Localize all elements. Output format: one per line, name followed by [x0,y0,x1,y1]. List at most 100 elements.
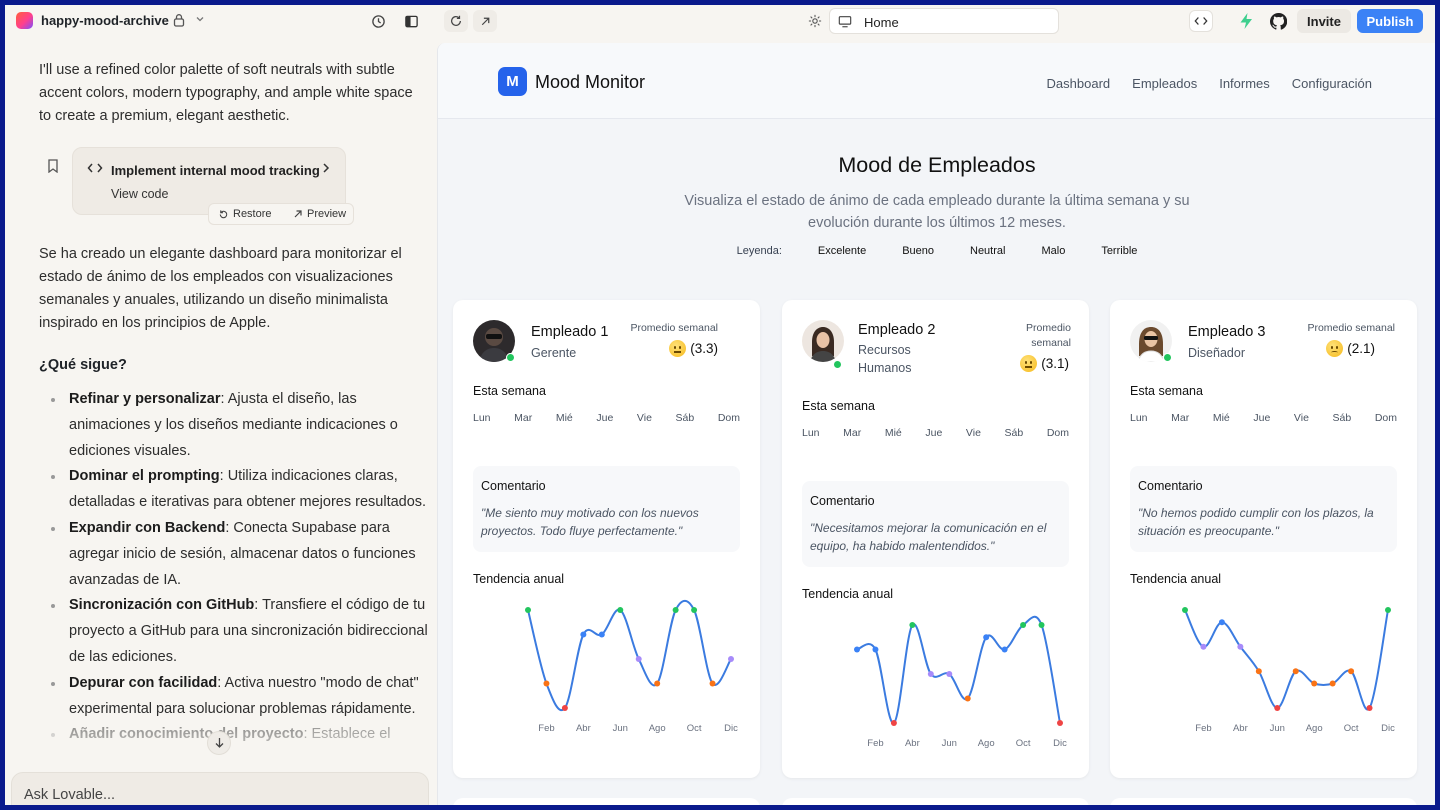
week-title: Esta semana [802,399,875,413]
next-step-item: Sincronización con GitHub: Transfiere el… [39,593,431,670]
trend-point[interactable] [709,680,716,687]
trend-point[interactable] [872,646,879,653]
weekly-average-label: Promedio semanal [1026,322,1071,349]
trend-point[interactable] [728,656,734,662]
arrow-down-icon [215,738,223,748]
trend-point[interactable] [654,680,661,687]
publish-button[interactable]: Publish [1357,9,1423,33]
trend-point[interactable] [983,634,990,641]
refresh-icon[interactable] [444,10,468,32]
trend-point[interactable] [1200,643,1207,650]
scroll-down-button[interactable] [207,731,231,755]
trend-point[interactable] [1182,607,1188,613]
restore-icon [219,209,228,218]
trend-point[interactable] [580,631,587,638]
month-tick-label: Feb [1195,723,1211,734]
trend-point[interactable] [1001,646,1008,653]
chevron-down-icon[interactable] [195,14,205,24]
legend-label: Leyenda: [736,245,782,257]
sidebar-toggle-icon[interactable] [399,10,423,32]
weekly-average-value: (3.3) [669,340,718,357]
trend-point[interactable] [1057,720,1063,726]
month-tick-label: Jun [942,738,957,749]
trend-point[interactable] [561,705,568,711]
trend-line [856,615,1061,725]
trend-point[interactable] [909,622,916,628]
trend-point[interactable] [1385,607,1391,613]
trend-point[interactable] [1255,668,1262,675]
month-tick-label: Dic [724,723,738,734]
view-code-link[interactable]: View code [111,187,169,201]
employee-card-partial [1110,798,1417,805]
code-view-icon[interactable] [1189,10,1213,32]
weekday-label: Sáb [1004,427,1024,439]
legend-neutral: Neutral [970,245,1006,257]
trend-point[interactable] [890,720,897,726]
trend-point[interactable] [854,646,860,653]
next-step-title: Sincronización con GitHub [69,597,255,614]
supabase-icon[interactable] [1234,10,1258,32]
month-tick-label: Abr [905,738,920,749]
code-icon [87,163,103,173]
weekday-label: Dom [1046,427,1069,439]
visual-edit-icon[interactable] [803,10,827,32]
weekly-average-label: Promedio semanal [1307,322,1395,334]
trend-point[interactable] [1366,705,1373,711]
history-icon[interactable] [366,10,390,32]
app-preview: M Mood Monitor Dashboard Empleados Infor… [437,43,1435,805]
trend-point[interactable] [1218,619,1225,626]
preview-url-bar[interactable]: Home [829,8,1059,34]
comment-text: "Me siento muy motivado con los nuevos p… [481,506,699,538]
trend-point[interactable] [598,631,605,638]
project-name[interactable]: happy-mood-archive [41,13,169,28]
next-step-title: Expandir con Backend [69,519,226,536]
trend-point[interactable] [1292,668,1299,675]
nav-dashboard[interactable]: Dashboard [1046,76,1111,91]
nav-empleados[interactable]: Empleados [1132,76,1198,91]
trend-point[interactable] [1020,622,1027,628]
next-step-text: : Conecta Supabase para agregar inicio d… [69,519,416,588]
avatar[interactable] [802,320,844,362]
trend-point[interactable] [525,607,531,613]
month-tick-label: Ago [649,723,666,734]
bookmark-icon[interactable] [47,159,59,173]
trend-point[interactable] [543,680,550,687]
trend-point[interactable] [691,607,698,613]
month-tick-label: Oct [687,723,702,734]
trend-line [527,599,732,711]
open-external-icon[interactable] [473,10,497,32]
comment-box: Comentario "Me siento muy motivado con l… [473,466,740,552]
trend-point[interactable] [927,671,934,677]
github-icon[interactable] [1266,10,1290,32]
lock-icon[interactable] [173,13,185,27]
trend-point[interactable] [1237,643,1244,650]
chat-input-box[interactable] [11,772,429,805]
weekday-label: Vie [1293,412,1309,424]
trend-point[interactable] [635,656,642,662]
trend-point[interactable] [1038,622,1045,628]
preview-button[interactable]: Preview [293,208,346,220]
comment-text: "No hemos podido cumplir con los plazos,… [1138,506,1374,538]
trend-point[interactable] [672,607,679,613]
comment-box: Comentario "No hemos podido cumplir con … [1130,466,1397,552]
trend-point[interactable] [946,671,953,677]
trend-point[interactable] [1311,680,1318,687]
weekday-label: Mié [555,412,573,424]
restore-button[interactable]: Restore [218,208,272,220]
chat-input[interactable] [24,787,404,803]
trend-point[interactable] [1274,705,1281,711]
trend-point[interactable] [1348,668,1355,675]
trend-point[interactable] [1329,680,1336,687]
weekday-label: Jue [925,427,943,439]
comment-box: Comentario "Necesitamos mejorar la comun… [802,481,1069,567]
nav-configuracion[interactable]: Configuración [1291,76,1372,91]
lovable-logo-icon[interactable] [16,12,33,29]
trend-point[interactable] [964,695,971,702]
url-text: Home [864,15,899,30]
nav-informes[interactable]: Informes [1219,76,1270,91]
next-step-item: Depurar con facilidad: Activa nuestro "m… [39,671,431,723]
app-logo[interactable]: M [498,67,527,96]
trend-point[interactable] [617,607,624,613]
month-tick-label: Feb [538,723,554,734]
invite-button[interactable]: Invite [1297,9,1351,33]
